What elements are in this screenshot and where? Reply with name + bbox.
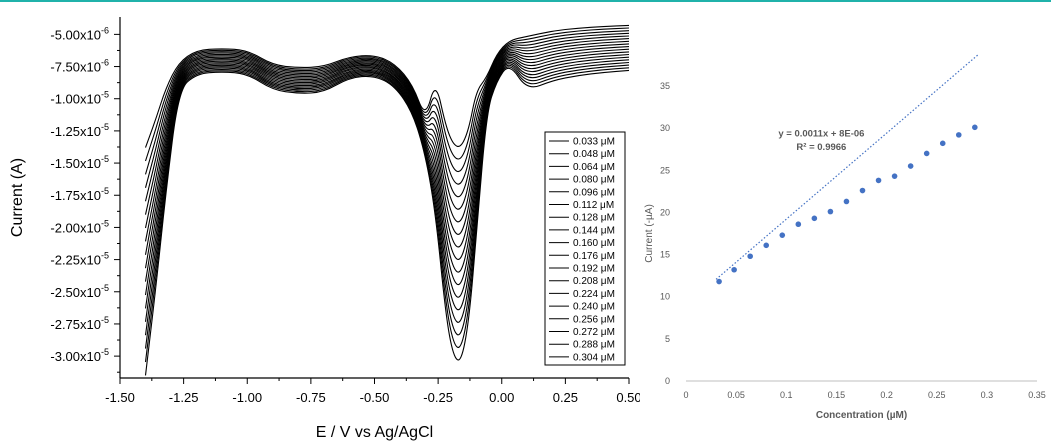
voltammogram-curve-13 — [144, 56, 630, 309]
x-tick-label: 0.1 — [780, 390, 793, 400]
voltammogram-curve-10 — [144, 48, 630, 269]
data-point — [907, 163, 914, 169]
y-tick-label: 25 — [660, 165, 670, 175]
legend-label: 0.272 μM — [573, 327, 615, 338]
voltammogram-curve-7 — [144, 40, 630, 229]
legend-label: 0.304 μM — [573, 352, 615, 363]
legend-label: 0.288 μM — [573, 340, 615, 351]
x-tick-label: -1.50 — [105, 390, 135, 405]
y-tick-label: -1.25x10-5 — [50, 122, 109, 139]
x-tick-label: 0.25 — [928, 390, 946, 400]
x-tick-label: 0.05 — [727, 390, 745, 400]
y-tick-label: -2.75x10-5 — [50, 315, 109, 332]
data-point — [747, 253, 753, 260]
data-point — [859, 187, 866, 194]
x-tick-label: 0.00 — [489, 390, 514, 405]
voltammogram-curve-2 — [144, 27, 630, 162]
data-point — [955, 132, 962, 138]
trendline — [715, 54, 979, 280]
legend-label: 0.096 μM — [573, 187, 615, 198]
y-tick-label: 15 — [660, 250, 670, 260]
legend-label: 0.128 μM — [573, 213, 615, 224]
y-tick-label: -2.50x10-5 — [50, 283, 109, 300]
x-tick-label: 0.3 — [981, 390, 994, 400]
legend-label: 0.144 μM — [573, 225, 615, 236]
x-tick-label: 0.15 — [828, 390, 846, 400]
x-tick-label: 0.2 — [880, 390, 893, 400]
data-point — [731, 266, 737, 273]
x-tick-label: -0.75 — [296, 390, 326, 405]
data-point — [875, 177, 882, 184]
voltammogram-curve-5 — [144, 35, 630, 202]
x-tick-label: -1.00 — [232, 390, 262, 405]
voltammogram-curves — [144, 24, 630, 376]
voltammogram-curve-12 — [144, 53, 630, 296]
voltammogram-curve-18 — [144, 67, 630, 376]
r-squared-label: R² = 0.9966 — [796, 142, 846, 153]
y-tick-label: -1.75x10-5 — [50, 186, 109, 203]
x-tick-label: -1.25 — [169, 390, 199, 405]
data-point — [795, 221, 802, 228]
y-tick-label: -7.50x10-6 — [50, 58, 109, 75]
voltammogram-curve-8 — [144, 43, 630, 242]
voltammogram-curve-6 — [144, 38, 630, 215]
legend-box — [544, 131, 626, 366]
data-point — [923, 150, 930, 157]
x-tick-label: 0.35 — [1028, 390, 1046, 400]
voltammogram-chart: -1.50 -1.25 -1.00 -0.75 -0.50 -0.25 0.00 0.25 0.… — [9, 17, 640, 441]
data-point — [811, 215, 818, 222]
x-tick-label: 0 — [683, 390, 688, 400]
y-tick-label: 20 — [660, 207, 670, 217]
calibration-chart: 0 0.05 0.1 0.15 0.2 0.25 0.3 0.35 0 5 10 15 20 25 30 35… — [644, 54, 1046, 421]
data-point — [763, 242, 770, 249]
legend-label: 0.160 μM — [573, 238, 615, 249]
trendline-equation: y = 0.0011x + 8E-06 — [778, 129, 864, 140]
legend-label: 0.208 μM — [573, 276, 615, 287]
voltammogram-curve-11 — [144, 51, 630, 282]
voltammogram-curve-16 — [144, 64, 630, 349]
legend-label: 0.192 μM — [573, 264, 615, 275]
data-point — [779, 232, 786, 238]
legend-label: 0.048 μM — [573, 149, 615, 160]
x-axis-title: Concentration (µM) — [816, 410, 907, 421]
data-point — [827, 208, 834, 215]
x-tick-label: -0.50 — [360, 390, 390, 405]
legend-label: 0.080 μM — [573, 175, 615, 186]
legend-label: 0.064 μM — [573, 162, 615, 173]
voltammogram-curve-1 — [144, 24, 630, 148]
y-axis-title: Current (A) — [9, 158, 26, 237]
y-tick-label: 30 — [660, 123, 670, 133]
x-tick-label: 0.25 — [553, 390, 578, 405]
voltammogram-curve-9 — [144, 46, 630, 255]
y-tick-label: -2.00x10-5 — [50, 218, 109, 235]
y-axis-title: Current (-µA) — [644, 204, 655, 263]
legend-label: 0.256 μM — [573, 314, 615, 325]
data-point — [843, 198, 850, 205]
y-tick-label: -3.00x10-5 — [50, 347, 109, 364]
legend-label: 0.112 μM — [573, 200, 614, 211]
data-point — [891, 173, 898, 179]
top-accent-rule — [0, 0, 1051, 2]
voltammogram-curve-4 — [144, 32, 630, 188]
y-tick-label: 0 — [665, 376, 670, 386]
y-tick-label: -1.50x10-5 — [50, 154, 109, 171]
x-tick-label: -0.25 — [423, 390, 453, 405]
data-point — [716, 278, 722, 285]
y-tick-label: -5.00x10-6 — [50, 25, 109, 42]
legend-label: 0.224 μM — [573, 289, 615, 300]
data-point — [939, 140, 946, 147]
x-tick-label: 0.50 — [616, 390, 640, 405]
voltammogram-curve-14 — [144, 59, 630, 322]
x-axis-title: E / V vs Ag/AgCl — [316, 424, 433, 441]
y-tick-label: 10 — [660, 292, 670, 302]
voltammogram-curve-3 — [144, 30, 630, 175]
data-point — [972, 124, 978, 131]
legend-label: 0.176 μM — [573, 251, 615, 262]
y-tick-label: -2.25x10-5 — [50, 251, 109, 268]
y-tick-label: -1.00x10-5 — [50, 90, 109, 107]
y-tick-label: 5 — [665, 334, 670, 344]
legend-label: 0.240 μM — [573, 302, 615, 313]
legend-label: 0.033 μM — [573, 137, 615, 148]
y-tick-label: 35 — [660, 81, 670, 91]
